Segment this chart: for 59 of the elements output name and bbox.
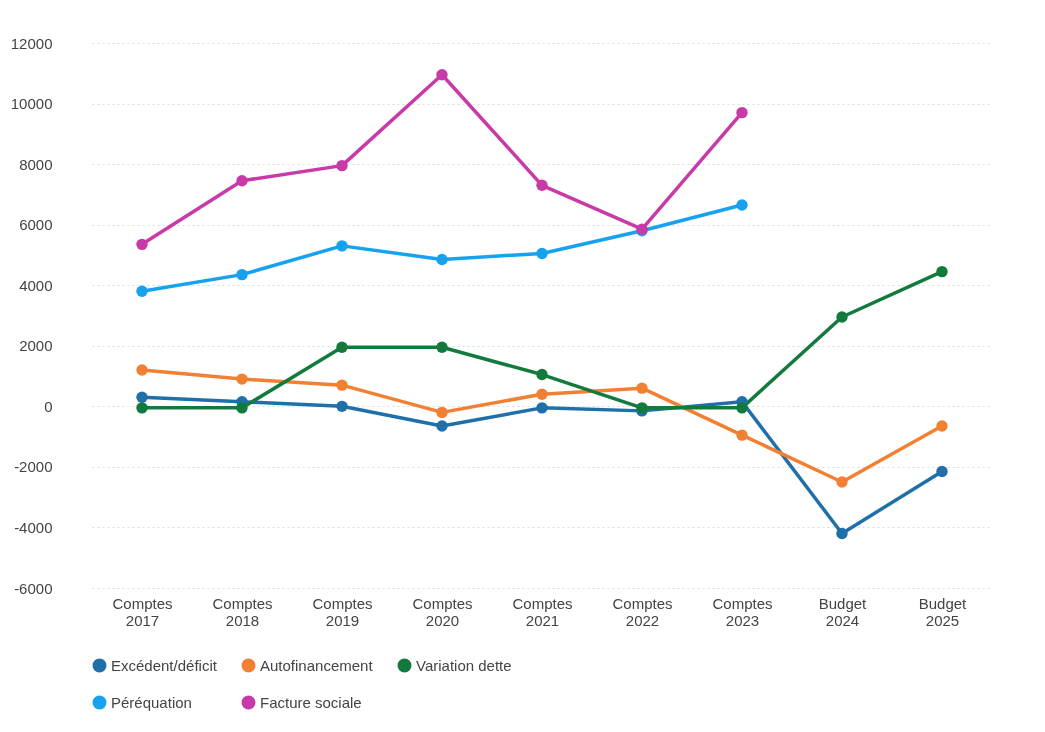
point	[436, 406, 448, 419]
x-tick-label: Comptes 2018	[212, 594, 273, 629]
point	[136, 285, 148, 297]
y-tick-label: 10000	[10, 95, 53, 113]
point	[536, 247, 548, 260]
point	[536, 179, 548, 191]
y-tick-label: 8000	[19, 155, 53, 173]
x-tick-label: Budget 2025	[918, 594, 968, 629]
x-tick-label: Comptes 2022	[612, 594, 673, 629]
point	[536, 402, 548, 414]
y-tick-label: 2000	[19, 337, 53, 355]
point	[236, 268, 248, 281]
point	[436, 420, 448, 432]
point	[736, 402, 748, 414]
x-tick-label: Comptes 2017	[112, 594, 173, 629]
point	[836, 527, 848, 540]
point	[836, 311, 848, 323]
point	[336, 159, 348, 172]
point	[636, 382, 648, 394]
point	[236, 175, 248, 187]
legend-label: Péréquation	[111, 693, 192, 711]
x-tick-label: Budget 2024	[818, 594, 868, 629]
point	[136, 402, 148, 414]
point	[936, 265, 948, 278]
y-tick-label: 4000	[19, 276, 53, 294]
point	[436, 253, 448, 266]
point	[536, 388, 548, 400]
point	[736, 106, 748, 119]
point	[336, 341, 348, 353]
legend-label: Variation dette	[416, 656, 512, 674]
point	[336, 240, 348, 252]
point	[336, 379, 348, 391]
legend-label: Autofinancement	[260, 656, 374, 674]
y-tick-label: 6000	[19, 216, 53, 234]
point	[736, 429, 748, 441]
x-tick-label: Comptes 2021	[512, 594, 573, 629]
y-tick-label: -6000	[14, 579, 53, 597]
point	[336, 400, 348, 413]
point	[836, 476, 848, 488]
x-tick-label: Comptes 2019	[312, 594, 373, 629]
x-tick-label: Comptes 2020	[412, 594, 473, 629]
y-tick-label: 12000	[10, 34, 53, 52]
point	[136, 391, 148, 403]
y-tick-label: -2000	[14, 458, 53, 476]
point	[236, 402, 248, 414]
point	[936, 420, 948, 432]
point	[436, 69, 448, 81]
point	[936, 465, 948, 478]
point	[136, 364, 148, 376]
legend-label: Facture sociale	[260, 693, 362, 711]
point	[136, 238, 148, 251]
point	[436, 341, 448, 353]
y-tick-label: -4000	[14, 518, 53, 536]
y-tick-label: 0	[44, 397, 53, 415]
legend-label: Excédent/déficit	[111, 656, 218, 674]
point	[736, 199, 748, 211]
x-tick-label: Comptes 2023	[712, 594, 773, 629]
point	[236, 373, 248, 385]
point	[536, 368, 548, 381]
